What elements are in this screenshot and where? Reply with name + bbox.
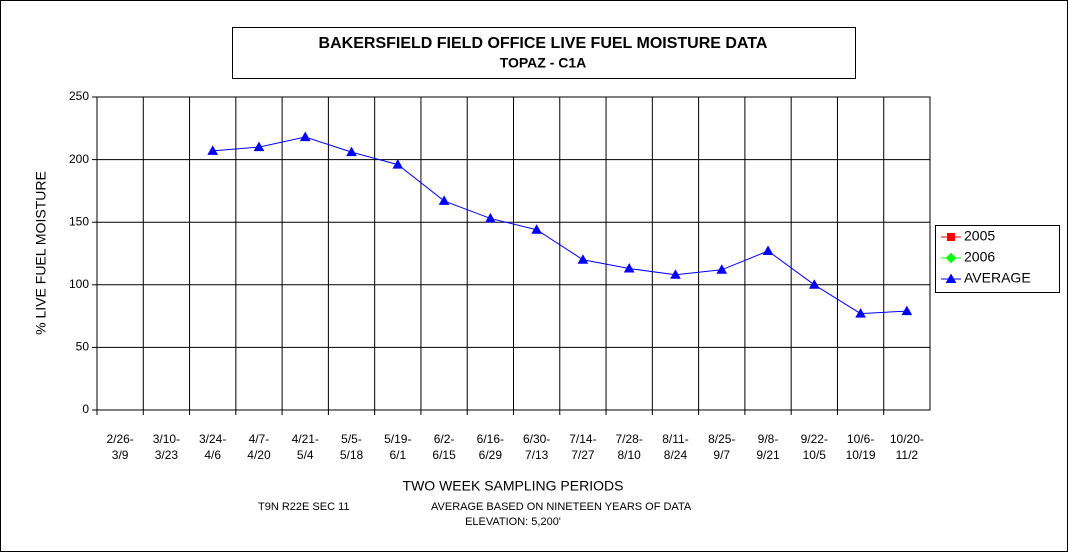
y-tick-label: 200	[69, 152, 89, 166]
x-tick-label: 4/21-5/4	[292, 432, 319, 462]
marker	[947, 233, 955, 241]
x-tick-label: 3/24-4/6	[199, 432, 226, 462]
x-tick-label: 8/25-9/7	[708, 432, 735, 462]
marker	[253, 141, 265, 152]
y-tick-label: 0	[82, 402, 89, 416]
marker	[392, 159, 404, 169]
x-axis-title: TWO WEEK SAMPLING PERIODS	[403, 478, 624, 494]
x-tick-label: 6/16-6/29	[477, 432, 504, 462]
marker	[670, 269, 681, 279]
footnote: T9N R22E SEC 11	[258, 501, 350, 513]
marker	[485, 212, 496, 223]
marker	[531, 224, 542, 234]
footnote: AVERAGE BASED ON NINETEEN YEARS OF DATA	[431, 501, 692, 513]
y-tick-label: 50	[76, 340, 90, 354]
x-tick-label: 10/6-10/19	[846, 432, 876, 462]
y-axis-title: % LIVE FUEL MOISTURE	[33, 171, 49, 335]
x-tick-label: 7/28-8/10	[616, 432, 643, 462]
marker	[945, 252, 957, 264]
x-tick-label: 3/10-3/23	[153, 432, 180, 462]
x-tick-label: 6/2-6/15	[432, 432, 456, 462]
x-tick-label: 4/7-4/20	[247, 432, 271, 462]
x-tick-label: 9/22-10/5	[801, 432, 828, 462]
marker	[945, 273, 957, 283]
marker	[808, 279, 820, 289]
marker	[762, 245, 774, 255]
x-tick-label: 10/20-11/2	[890, 432, 924, 462]
series-line	[212, 136, 907, 315]
marker	[901, 305, 913, 316]
x-tick-label: 7/14-7/27	[569, 432, 596, 462]
legend-label: 2006	[964, 249, 995, 265]
y-tick-label: 250	[69, 89, 89, 103]
x-tick-label: 5/5-5/18	[340, 432, 364, 462]
y-tick-label: 100	[69, 277, 89, 291]
title-box	[232, 27, 856, 79]
marker	[716, 264, 728, 274]
x-tick-label: 8/11-8/24	[662, 432, 688, 462]
legend-label: 2005	[964, 228, 995, 244]
marker	[855, 308, 866, 318]
marker	[577, 254, 589, 264]
legend-label: AVERAGE	[964, 270, 1031, 286]
y-tick-label: 150	[69, 214, 89, 228]
marker	[346, 146, 357, 157]
marker	[299, 131, 311, 142]
marker	[438, 195, 450, 205]
chart-subtitle: TOPAZ - C1A	[500, 55, 587, 71]
x-tick-label: 5/19-6/1	[384, 432, 411, 462]
x-tick-label: 6/30-7/13	[523, 432, 550, 462]
marker	[207, 145, 219, 155]
footnote: ELEVATION: 5,200'	[465, 516, 561, 528]
marker	[623, 263, 635, 273]
chart-title: BAKERSFIELD FIELD OFFICE LIVE FUEL MOIST…	[319, 35, 768, 52]
x-tick-label: 2/26-3/9	[106, 432, 133, 462]
x-tick-label: 9/8-9/21	[756, 432, 780, 462]
